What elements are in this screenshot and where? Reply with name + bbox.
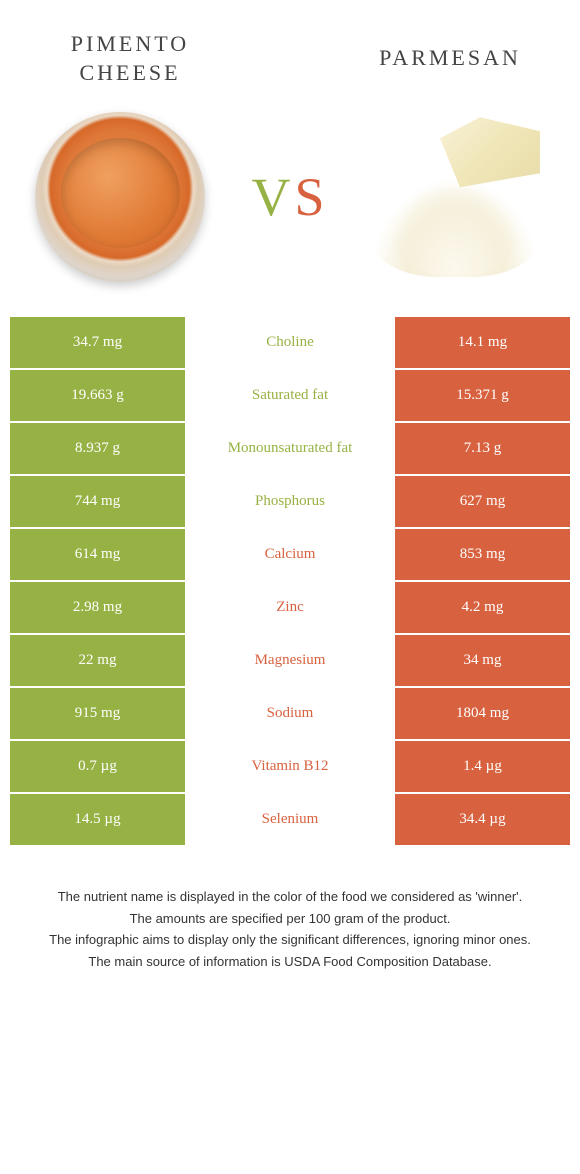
left-value: 744 mg	[10, 476, 185, 527]
nutrient-name: Monounsaturated fat	[185, 423, 395, 474]
table-row: 22 mgMagnesium34 mg	[10, 635, 570, 686]
nutrient-name: Calcium	[185, 529, 395, 580]
food-left-image	[30, 107, 210, 287]
food-left-title: PimentoCheese	[30, 30, 230, 87]
header: PimentoCheese Parmesan	[0, 0, 580, 97]
food-right-image	[370, 107, 550, 287]
right-value: 7.13 g	[395, 423, 570, 474]
images-row: VS	[0, 97, 580, 317]
nutrient-name: Phosphorus	[185, 476, 395, 527]
vs-label: VS	[251, 166, 328, 228]
right-value: 1804 mg	[395, 688, 570, 739]
right-value: 15.371 g	[395, 370, 570, 421]
right-value: 853 mg	[395, 529, 570, 580]
parmesan-icon	[370, 117, 550, 277]
table-row: 14.5 µgSelenium34.4 µg	[10, 794, 570, 845]
right-value: 4.2 mg	[395, 582, 570, 633]
table-row: 8.937 gMonounsaturated fat7.13 g	[10, 423, 570, 474]
nutrient-name: Magnesium	[185, 635, 395, 686]
table-row: 34.7 mgCholine14.1 mg	[10, 317, 570, 368]
right-value: 34.4 µg	[395, 794, 570, 845]
nutrient-name: Sodium	[185, 688, 395, 739]
left-value: 22 mg	[10, 635, 185, 686]
nutrient-name: Saturated fat	[185, 370, 395, 421]
table-row: 614 mgCalcium853 mg	[10, 529, 570, 580]
right-value: 14.1 mg	[395, 317, 570, 368]
table-row: 0.7 µgVitamin B121.4 µg	[10, 741, 570, 792]
footer-line: The nutrient name is displayed in the co…	[30, 887, 550, 907]
nutrient-name: Choline	[185, 317, 395, 368]
right-value: 1.4 µg	[395, 741, 570, 792]
vs-s: S	[294, 167, 328, 227]
table-row: 2.98 mgZinc4.2 mg	[10, 582, 570, 633]
vs-v: V	[251, 167, 294, 227]
left-value: 8.937 g	[10, 423, 185, 474]
footer-line: The amounts are specified per 100 gram o…	[30, 909, 550, 929]
table-row: 915 mgSodium1804 mg	[10, 688, 570, 739]
footer-notes: The nutrient name is displayed in the co…	[0, 847, 580, 993]
food-right-title: Parmesan	[350, 44, 550, 73]
left-value: 0.7 µg	[10, 741, 185, 792]
pimento-cheese-icon	[35, 112, 205, 282]
right-value: 34 mg	[395, 635, 570, 686]
left-value: 14.5 µg	[10, 794, 185, 845]
footer-line: The main source of information is USDA F…	[30, 952, 550, 972]
left-value: 34.7 mg	[10, 317, 185, 368]
table-row: 744 mgPhosphorus627 mg	[10, 476, 570, 527]
nutrient-name: Zinc	[185, 582, 395, 633]
left-value: 19.663 g	[10, 370, 185, 421]
nutrient-name: Vitamin B12	[185, 741, 395, 792]
nutrient-name: Selenium	[185, 794, 395, 845]
left-value: 2.98 mg	[10, 582, 185, 633]
footer-line: The infographic aims to display only the…	[30, 930, 550, 950]
comparison-table: 34.7 mgCholine14.1 mg19.663 gSaturated f…	[10, 317, 570, 845]
right-value: 627 mg	[395, 476, 570, 527]
table-row: 19.663 gSaturated fat15.371 g	[10, 370, 570, 421]
left-value: 614 mg	[10, 529, 185, 580]
left-value: 915 mg	[10, 688, 185, 739]
